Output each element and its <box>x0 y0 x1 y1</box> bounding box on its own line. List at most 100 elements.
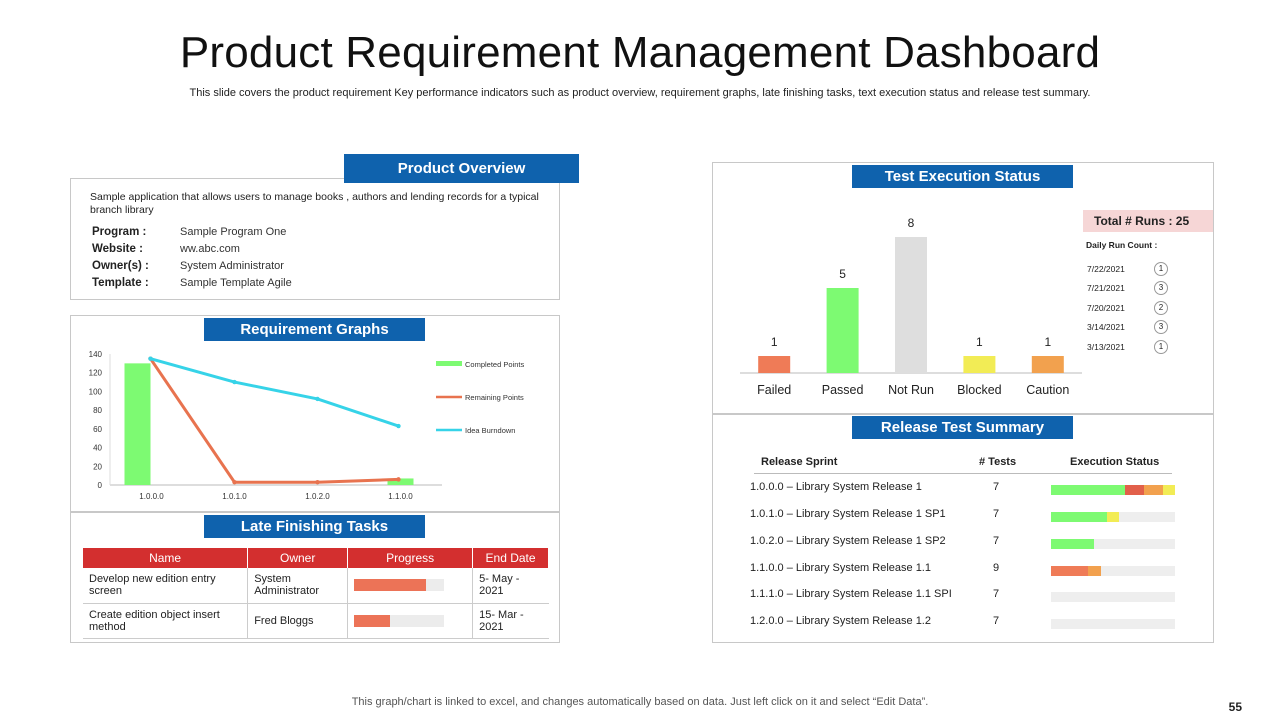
legend-label: Completed Points <box>465 360 524 369</box>
category-label: Caution <box>1026 383 1069 397</box>
progress-fill <box>354 614 391 627</box>
field-value: Sample Template Agile <box>180 277 292 289</box>
status-bar <box>758 356 791 373</box>
field-label: Program : <box>92 226 147 238</box>
total-runs: Total # Runs : 25 <box>1083 210 1213 232</box>
table-row: 1.0.0.0 – Library System Release 1 7 <box>750 481 1180 501</box>
legend-swatch <box>436 361 462 366</box>
test-execution-panel <box>712 162 1214 414</box>
release-sprint: 1.1.1.0 – Library System Release 1.1 SPI <box>750 588 952 600</box>
product-overview-panel <box>70 178 560 300</box>
release-tests: 7 <box>993 588 1000 600</box>
status-segment <box>1088 566 1101 576</box>
legend-label: Idea Burndown <box>465 426 515 435</box>
footer-note: This graph/chart is linked to excel, and… <box>351 696 929 708</box>
task-end-date: 5- May - 2021 <box>472 568 549 604</box>
y-tick-label: 80 <box>93 406 102 415</box>
column-header-end-date: End Date <box>472 548 549 568</box>
release-summary-header: Release Test Summary <box>852 416 1073 439</box>
table-row: 1.1.1.0 – Library System Release 1.1 SPI… <box>750 588 1180 608</box>
run-date: 7/20/2021 <box>1087 303 1125 313</box>
field-value: System Administrator <box>180 260 284 272</box>
status-segment <box>1051 485 1126 495</box>
column-header-sprint: Release Sprint <box>761 456 838 468</box>
category-label: Failed <box>757 383 791 397</box>
status-bar <box>963 356 996 373</box>
data-point <box>232 479 237 485</box>
progress-fill <box>354 579 427 592</box>
table-row: Develop new edition entry screen System … <box>83 568 549 604</box>
task-owner: System Administrator <box>247 568 349 604</box>
data-label: 1 <box>976 335 983 349</box>
x-tick-label: 1.1.0.0 <box>388 492 413 501</box>
run-count: 1 <box>1154 262 1168 276</box>
release-tests: 9 <box>993 562 1000 574</box>
completed-points-bar <box>124 363 151 485</box>
y-tick-label: 40 <box>93 444 102 453</box>
task-progress <box>347 603 474 639</box>
release-tests: 7 <box>993 481 1000 493</box>
product-description: Sample application that allows users to … <box>90 191 539 216</box>
execution-status-bar <box>1051 512 1175 522</box>
x-tick-label: 1.0.0.0 <box>139 492 164 501</box>
table-row: 1.1.0.0 – Library System Release 1.1 9 <box>750 562 1180 582</box>
y-tick-label: 60 <box>93 425 102 434</box>
data-label: 1 <box>771 335 778 349</box>
column-header-owner: Owner <box>247 548 349 568</box>
field-label: Owner(s) : <box>92 260 149 272</box>
data-label: 5 <box>839 267 846 281</box>
run-date: 3/13/2021 <box>1087 342 1125 352</box>
late-tasks-table: Name Owner Progress End Date Develop new… <box>83 548 549 639</box>
data-label: 8 <box>908 216 915 230</box>
late-tasks-header: Late Finishing Tasks <box>204 515 425 538</box>
data-point <box>232 379 237 385</box>
release-tests: 7 <box>993 508 1000 520</box>
status-segment <box>1051 512 1107 522</box>
run-count: 3 <box>1154 281 1168 295</box>
data-point <box>315 479 320 485</box>
y-tick-label: 0 <box>98 481 103 490</box>
run-count: 2 <box>1154 301 1168 315</box>
release-tests: 7 <box>993 535 1000 547</box>
release-summary-panel <box>712 414 1214 643</box>
run-count: 1 <box>1154 340 1168 354</box>
run-date: 7/21/2021 <box>1087 283 1125 293</box>
table-row: 1.0.1.0 – Library System Release 1 SP1 7 <box>750 508 1180 528</box>
execution-status-bar <box>1051 619 1175 629</box>
completed-points-bar <box>387 478 414 485</box>
requirement-graphs-panel <box>70 315 560 512</box>
task-name: Create edition object insert method <box>83 603 249 639</box>
execution-status-bar <box>1051 592 1175 602</box>
run-count: 3 <box>1154 320 1168 334</box>
execution-status-bar <box>1051 566 1175 576</box>
test-execution-header: Test Execution Status <box>852 165 1073 188</box>
x-tick-label: 1.0.1.0 <box>222 492 247 501</box>
header-divider <box>754 473 1172 474</box>
release-sprint: 1.1.0.0 – Library System Release 1.1 <box>750 562 931 574</box>
y-tick-label: 100 <box>89 387 103 396</box>
y-tick-label: 140 <box>89 350 103 359</box>
y-tick-label: 20 <box>93 462 102 471</box>
status-bar <box>826 288 859 373</box>
task-owner: Fred Bloggs <box>247 603 349 639</box>
release-sprint: 1.0.1.0 – Library System Release 1 SP1 <box>750 508 946 520</box>
category-label: Blocked <box>957 383 1002 397</box>
field-label: Template : <box>92 277 149 289</box>
progress-track <box>354 614 445 627</box>
status-segment <box>1125 485 1144 495</box>
requirement-chart: 140 120 100 80 60 40 20 0 1.0.0.0 1.0.1.0 1.0.2.0 1… <box>89 350 525 501</box>
table-row: Create edition object insert method Fred… <box>83 603 549 639</box>
status-segment <box>1106 512 1120 522</box>
task-progress <box>347 568 474 604</box>
test-execution-chart: 1 Failed 5 Passed 8 Not Run 1 Blocked 1 Caution <box>740 216 1082 397</box>
category-label: Not Run <box>888 383 934 397</box>
run-date: 3/14/2021 <box>1087 322 1125 332</box>
page-title: Product Requirement Management Dashboard <box>179 28 1101 77</box>
status-bar <box>895 237 927 373</box>
legend-label: Remaining Points <box>465 393 524 402</box>
product-overview-header: Product Overview <box>344 154 579 183</box>
x-tick-label: 1.0.2.0 <box>305 492 330 501</box>
task-end-date: 15- Mar - 2021 <box>472 603 549 639</box>
release-sprint: 1.0.0.0 – Library System Release 1 <box>750 481 922 493</box>
execution-status-bar <box>1051 485 1175 495</box>
